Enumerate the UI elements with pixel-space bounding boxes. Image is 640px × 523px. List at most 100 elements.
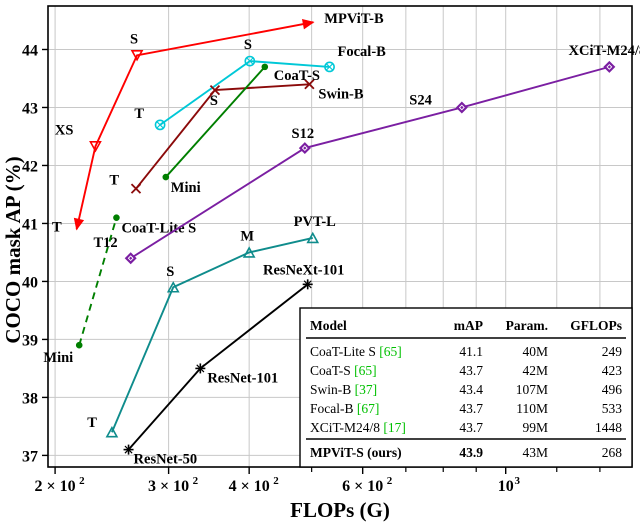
table-cell: 533 (602, 401, 623, 416)
series-mpvit-ours-: T XS S MPViT-B (52, 11, 384, 235)
y-tick-label: 40 (22, 274, 38, 291)
svg-text:2: 2 (193, 475, 199, 487)
table-cell-model: Swin-B [37] (310, 382, 377, 397)
series-line (78, 217, 118, 346)
point-label: Mini (171, 180, 201, 196)
y-axis-label: COCO mask AP (%) (1, 156, 25, 343)
point-label: S (166, 264, 174, 280)
point-label: ResNeXt-101 (263, 262, 344, 278)
point-label: PVT-L (294, 214, 336, 230)
point-label: S (130, 31, 138, 47)
point-label: ResNet-101 (207, 370, 278, 386)
point-label: T12 (94, 235, 118, 251)
series-xcit: T12 S12 S24 XCiT-M24/8 (94, 43, 640, 265)
table-cell: 43.7 (459, 363, 483, 378)
series-pvt: T S M PVT-L (87, 214, 336, 438)
svg-text:4 × 10: 4 × 10 (229, 478, 270, 495)
table-cell: 41.1 (459, 344, 483, 359)
y-tick-label: 42 (22, 158, 38, 175)
y-tick-label: 38 (22, 390, 38, 407)
table-cell: 43.9 (459, 445, 483, 460)
point-label: S (210, 93, 218, 109)
table-cell: 496 (602, 382, 623, 397)
point-label: T (109, 173, 119, 189)
series-focal: T S Focal-B (134, 37, 387, 131)
svg-text:2: 2 (79, 475, 85, 487)
table-header: GFLOPs (570, 318, 622, 333)
point-label: S24 (409, 92, 432, 108)
table-cell: 40M (522, 344, 548, 359)
y-tick-label: 37 (22, 448, 38, 465)
y-tick-label: 44 (22, 42, 38, 59)
table-row: Focal-B [67] 43.7 110M 533 (310, 401, 622, 416)
table-cell-model: CoaT-Lite S [65] (310, 344, 402, 359)
point-label: S12 (292, 126, 315, 142)
point-label: S (244, 37, 252, 53)
table-cell-model: Focal-B [67] (310, 401, 379, 416)
series-line (75, 21, 314, 230)
point-label: CoaT-S (274, 68, 320, 84)
point-label: T (134, 106, 144, 122)
x-tick-label: 2 × 10 2 (35, 475, 86, 495)
svg-text:2: 2 (273, 475, 279, 487)
x-tick-label: 10 3 (498, 475, 521, 495)
table-row: XCiT-M24/8 [17] 43.7 99M 1448 (310, 420, 622, 435)
point-label: Mini (43, 350, 73, 366)
table-cell: 43.7 (459, 401, 483, 416)
table-cell: 42M (522, 363, 548, 378)
y-tick-label: 43 (22, 100, 38, 117)
point-label: CoaT-Lite S (121, 221, 196, 237)
table-header: Param. (506, 318, 548, 333)
svg-text:2: 2 (387, 475, 393, 487)
series-coat: Mini CoaT-S (162, 63, 320, 196)
table-header: Model (310, 318, 347, 333)
point-label: MPViT-B (324, 11, 384, 27)
table-cell: 43.4 (459, 382, 483, 397)
svg-text:2 × 10: 2 × 10 (35, 478, 76, 495)
svg-text:3: 3 (515, 475, 521, 487)
table-cell-model: CoaT-S [65] (310, 363, 377, 378)
table-row: Swin-B [37] 43.4 107M 496 (310, 382, 622, 397)
table-cell-model: XCiT-M24/8 [17] (310, 420, 406, 435)
series-coat-lite: Mini CoaT-Lite S (43, 214, 196, 366)
point-label: M (240, 228, 254, 244)
svg-text:6 × 10: 6 × 10 (342, 478, 383, 495)
results-table: Model mAP Param. GFLOPs CoaT-Lite S [65] 41.1… (299, 307, 633, 468)
series-line (111, 237, 313, 433)
table-frame (299, 307, 633, 468)
series-resnet: ResNet-50 ResNet-101 ResNeXt-101 (123, 262, 344, 468)
table-cell: 43M (522, 445, 548, 460)
table-cell: 423 (602, 363, 623, 378)
svg-text:10: 10 (498, 478, 514, 495)
series-line (165, 66, 266, 178)
table-cell: 268 (602, 445, 623, 460)
point-label: Focal-B (338, 44, 387, 60)
y-tick-label: 39 (22, 332, 38, 349)
table-cell: 99M (522, 420, 548, 435)
point-label: Swin-B (318, 86, 363, 102)
table-cell-model: MPViT-S (ours) (310, 445, 402, 460)
table-cell: 107M (516, 382, 548, 397)
y-tick-label: 41 (22, 216, 38, 233)
table-row: CoaT-S [65] 43.7 42M 423 (310, 363, 622, 378)
point-label: ResNet-50 (134, 452, 198, 468)
x-tick-label: 6 × 10 2 (342, 475, 393, 495)
x-tick-label: 3 × 10 2 (148, 475, 199, 495)
svg-text:3 × 10: 3 × 10 (148, 478, 189, 495)
table-cell: 249 (602, 344, 623, 359)
point-label: T (87, 415, 97, 431)
x-tick-label: 4 × 10 2 (229, 475, 280, 495)
x-axis-label: FLOPs (G) (290, 498, 390, 522)
point-label: XS (55, 122, 74, 138)
point-label: T (52, 219, 62, 235)
table-header: mAP (454, 318, 483, 333)
table-cell: 1448 (595, 420, 622, 435)
point-label: XCiT-M24/8 (569, 43, 640, 59)
table-row: CoaT-Lite S [65] 41.1 40M 249 (310, 344, 622, 359)
table-cell: 110M (516, 401, 548, 416)
table-footer-row: MPViT-S (ours) 43.9 43M 268 (310, 445, 622, 460)
table-cell: 43.7 (459, 420, 483, 435)
